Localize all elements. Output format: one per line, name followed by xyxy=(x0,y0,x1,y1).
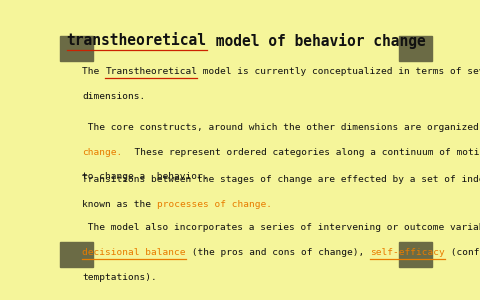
Text: The model also incorporates a series of intervening or outcome variables. These : The model also incorporates a series of … xyxy=(83,224,480,232)
Text: (confidence and: (confidence and xyxy=(444,248,480,257)
Text: These represent ordered categories along a continuum of motivational readiness: These represent ordered categories along… xyxy=(122,148,480,157)
Text: (the pros and cons of change),: (the pros and cons of change), xyxy=(186,248,370,257)
Text: self-efficacy: self-efficacy xyxy=(370,248,444,257)
Text: processes of change.: processes of change. xyxy=(157,200,272,209)
Text: to change a  behavior.: to change a behavior. xyxy=(83,172,209,181)
Bar xyxy=(60,36,94,62)
Text: dimensions.: dimensions. xyxy=(83,92,145,101)
Text: Transitions between the stages of change are effected by a set of independent va: Transitions between the stages of change… xyxy=(83,176,480,184)
Bar xyxy=(60,242,94,267)
Text: change.: change. xyxy=(83,148,122,157)
Text: temptations).: temptations). xyxy=(83,273,157,282)
Bar xyxy=(398,36,432,62)
Text: known as the: known as the xyxy=(83,200,157,209)
Text: transtheoretical: transtheoretical xyxy=(67,33,206,48)
Bar xyxy=(398,242,432,267)
Text: The: The xyxy=(83,68,105,76)
Text: model is currently conceptualized in terms of several major: model is currently conceptualized in ter… xyxy=(197,68,480,76)
Text: decisional balance: decisional balance xyxy=(83,248,186,257)
Text: Transtheoretical: Transtheoretical xyxy=(105,68,197,76)
Text: The core constructs, around which the other dimensions are organized, is the: The core constructs, around which the ot… xyxy=(83,123,480,132)
Text: model of behavior change: model of behavior change xyxy=(206,33,425,49)
